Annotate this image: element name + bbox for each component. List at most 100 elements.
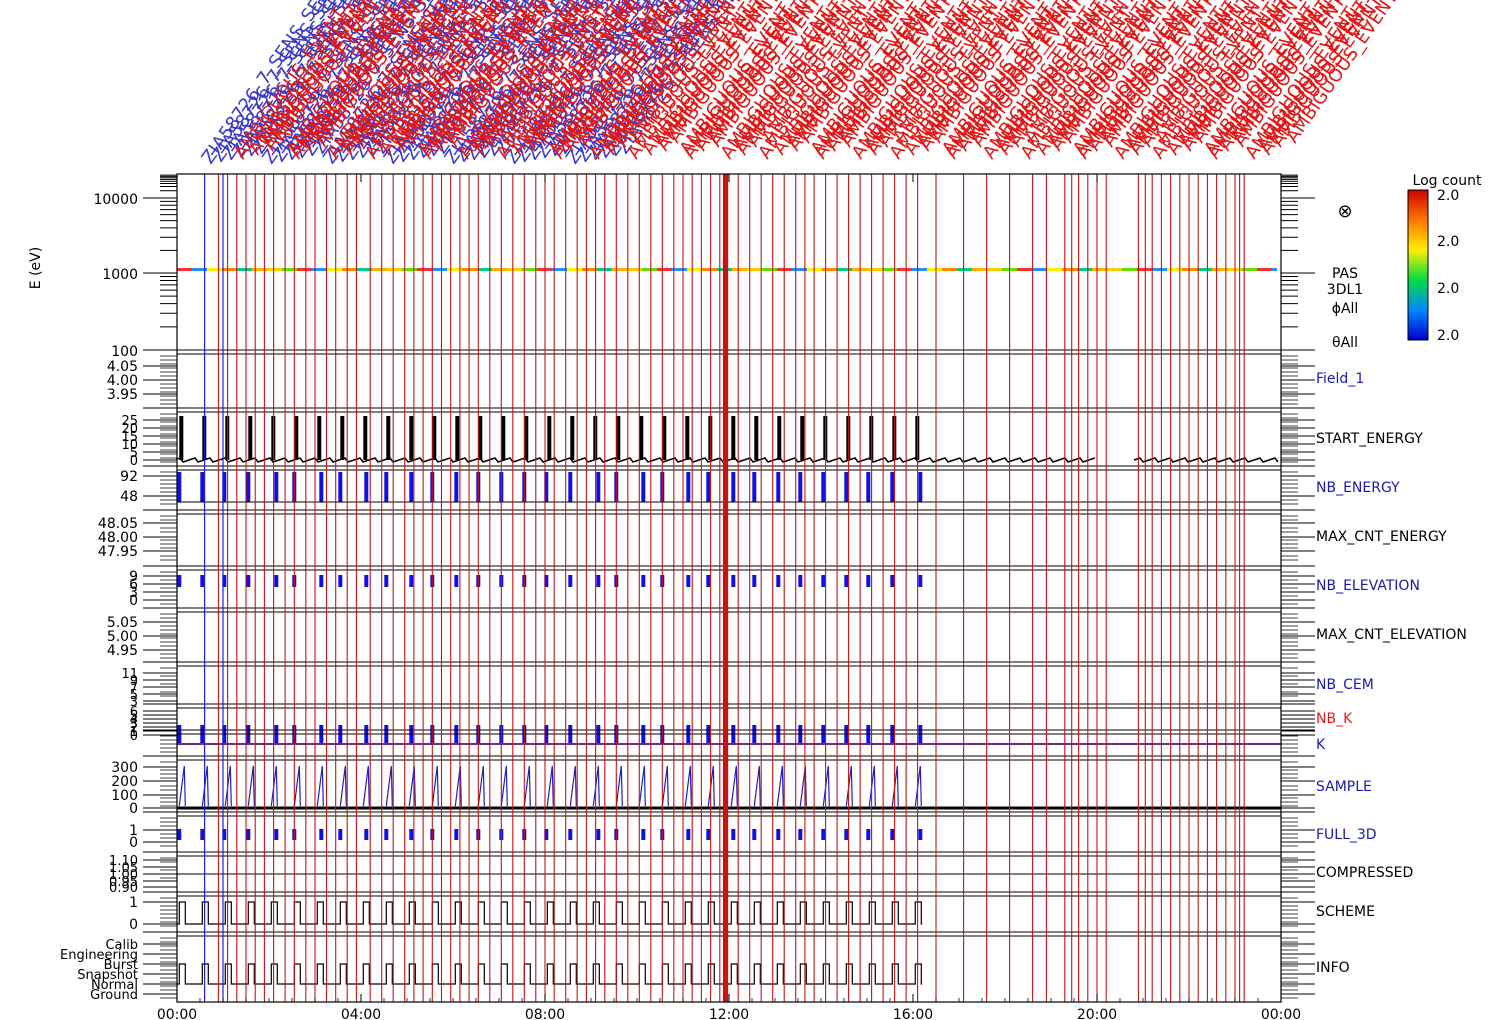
panel-ytick-label: 5 — [130, 709, 138, 724]
sample-ramp — [822, 765, 830, 807]
panel-ytick-label: 4.00 — [107, 373, 138, 389]
sample-ramp — [845, 765, 853, 807]
nb-energy-bar — [222, 472, 227, 502]
spectro-band-segment — [682, 268, 687, 271]
panel-ytick-label: 0 — [129, 917, 138, 933]
spectro-band-segment — [362, 268, 367, 271]
spectro-band-segment — [822, 268, 827, 271]
spectro-band-segment — [1207, 268, 1212, 271]
nb-energy-bar — [821, 472, 826, 502]
spectro-band-segment — [997, 268, 1002, 271]
panel-ytick-label: 6 — [129, 577, 138, 593]
start-energy-spike — [340, 416, 345, 460]
full-3d-bar — [890, 829, 895, 840]
sample-ramp — [477, 765, 485, 807]
start-energy-spike — [317, 416, 322, 460]
spectro-band-segment — [217, 268, 222, 271]
colorbar-tick-label: 2.0 — [1437, 328, 1459, 344]
spectro-band-segment — [907, 268, 912, 271]
panel-ytick-label: 4.05 — [107, 359, 138, 375]
nb-energy-bar — [798, 472, 803, 502]
spectro-side-label: 3DL1 — [1327, 282, 1363, 298]
panel-ytick-label: 1 — [129, 823, 138, 839]
spectro-band-segment — [697, 268, 702, 271]
nb-elevation-bar — [319, 575, 324, 587]
full-3d-bar — [364, 829, 369, 840]
nb-energy-bar — [918, 472, 923, 502]
panel-ytick-label: 48.05 — [98, 516, 138, 532]
full-3d-bar — [568, 829, 573, 840]
spectro-band-segment — [1272, 268, 1277, 271]
spectro-band-segment — [327, 268, 332, 271]
panel-ytick-label: 92 — [120, 469, 138, 485]
spectro-band-segment — [727, 268, 732, 271]
nb-elevation-bar — [641, 575, 646, 587]
info-trace — [177, 963, 923, 985]
spectro-ytick-label: 1000 — [102, 267, 138, 283]
nb-elevation-bar — [798, 575, 803, 587]
spectro-band-segment — [1042, 268, 1047, 271]
spectro-band-segment — [887, 268, 892, 271]
nb-energy-bar — [246, 472, 251, 502]
spectro-band-segment — [962, 268, 967, 271]
panel-ytick-label: 5 — [130, 688, 138, 703]
panel-name-label: NB_K — [1316, 711, 1353, 727]
spectro-band-segment — [432, 268, 437, 271]
spectro-band-segment — [302, 268, 307, 271]
nb-elevation-bar — [776, 575, 781, 587]
nb-energy-bar — [844, 472, 849, 502]
spectro-band-segment — [427, 268, 432, 271]
nb-energy-bar — [544, 472, 549, 502]
full-3d-bar — [798, 829, 803, 840]
full-3d-bar — [409, 829, 414, 840]
x-tick-label: 20:00 — [1077, 1007, 1117, 1020]
spectro-band-segment — [557, 268, 562, 271]
spectro-band-segment — [1172, 268, 1177, 271]
panel-ytick-label: 5.00 — [107, 629, 138, 645]
nb-elevation-bar — [890, 575, 895, 587]
spectro-band-segment — [957, 268, 962, 271]
sample-ramp — [316, 765, 324, 807]
panel-name-label: NB_CEM — [1316, 677, 1374, 693]
spectro-band-segment — [767, 268, 772, 271]
spectro-band-segment — [1202, 268, 1207, 271]
spectro-band-segment — [642, 268, 647, 271]
spectro-band-segment — [757, 268, 762, 271]
full-3d-bar — [641, 829, 646, 840]
panel-name-label: FULL_3D — [1316, 827, 1377, 843]
spectro-band-segment — [1112, 268, 1117, 271]
spectro-band-segment — [397, 268, 402, 271]
spectro-band-segment — [517, 268, 522, 271]
spectro-band-segment — [762, 268, 767, 271]
full-3d-bar — [454, 829, 459, 840]
spectro-band-segment — [512, 268, 517, 271]
nb-elevation-bar — [918, 575, 923, 587]
spectro-band-segment — [207, 268, 212, 271]
spectro-band-segment — [797, 268, 802, 271]
spectro-band-segment — [347, 268, 352, 271]
spectro-band-segment — [1152, 268, 1157, 271]
panel-ytick-label: 10 — [121, 438, 138, 453]
start-energy-spike — [662, 416, 667, 460]
spectro-band-segment — [987, 268, 992, 271]
nb-elevation-bar — [752, 575, 757, 587]
spectro-band-segment — [1117, 268, 1122, 271]
spectro-band-segment — [1052, 268, 1057, 271]
full-3d-bar — [177, 829, 182, 840]
spectro-band-segment — [1192, 268, 1197, 271]
spectro-band-segment — [242, 268, 247, 271]
panel-ytick-label: Ground — [90, 988, 138, 1003]
sample-ramp — [730, 765, 738, 807]
spectro-band-segment — [932, 268, 937, 271]
spectro-band-segment — [882, 268, 887, 271]
spectro-band-segment — [352, 268, 357, 271]
panel-ytick-label: Snapshot — [77, 968, 138, 983]
panel-ytick-label: 300 — [111, 760, 138, 776]
sample-ramp — [707, 765, 715, 807]
panel-name-label: NB_ELEVATION — [1316, 578, 1420, 594]
spectro-band-segment — [1167, 268, 1172, 271]
spectro-band-segment — [742, 268, 747, 271]
spectro-band-segment — [827, 268, 832, 271]
sample-ramp — [339, 765, 347, 807]
